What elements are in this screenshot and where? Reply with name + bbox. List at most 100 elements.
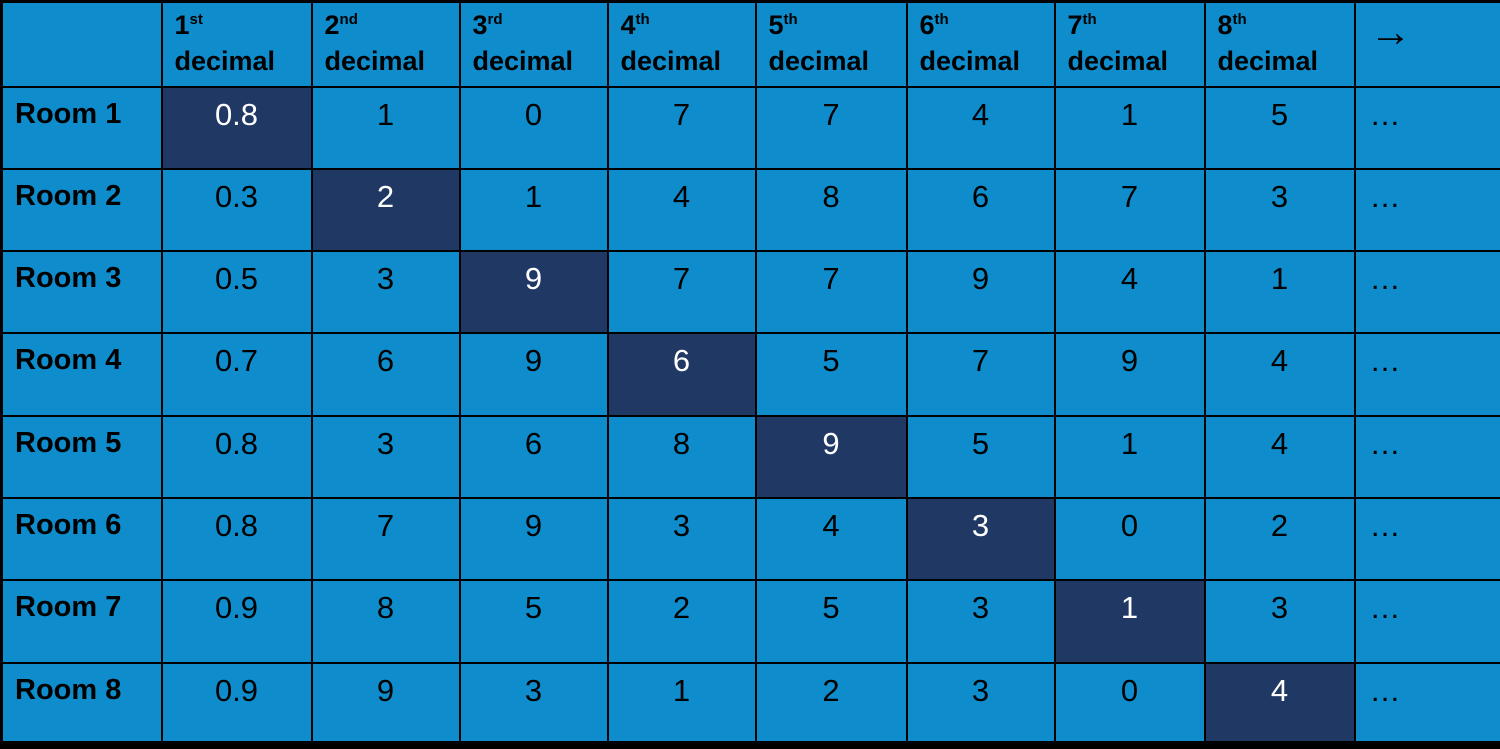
decimal-cell: 6 [458,414,609,500]
ordinal-label: 4th [621,7,751,43]
column-header: 6th decimal [905,0,1056,88]
decimal-cell: 1 [458,167,609,253]
column-header: 3rd decimal [458,0,609,88]
decimal-cell: 6 [905,167,1056,253]
ellipsis-cell: … [1353,414,1500,500]
decimal-cell: 9 [905,250,1056,335]
decimal-cell: 0.9 [160,579,313,664]
decimal-cell: 0 [1053,661,1206,747]
highlighted-decimal-cell: 1 [1053,579,1206,664]
decimal-cell: 9 [458,497,609,582]
decimal-cell: 4 [606,167,757,253]
decimal-cell: 0.7 [160,332,313,417]
decimal-cell: 3 [458,661,609,747]
decimal-cell: 9 [310,661,461,747]
ordinal-label: 3rd [473,7,603,43]
decimal-cell: 4 [905,85,1056,170]
ellipsis-cell: … [1353,85,1500,170]
ordinal-suffix: st [189,11,203,28]
table-row: Room 3 0.5 3 9 7 7 9 4 1… [0,250,1500,335]
ordinal-label: 1st [175,7,307,43]
highlighted-decimal-cell: 6 [606,332,757,417]
column-header-word: decimal [768,46,870,77]
decimal-cell: 0.8 [160,414,313,500]
ordinal-number: 3 [472,10,488,40]
ordinal-number: 6 [919,10,935,40]
decimal-cell: 1 [1053,414,1206,500]
decimal-cell: 5 [754,332,908,417]
highlighted-decimal-cell: 9 [754,414,908,500]
decimal-cell: 7 [754,85,908,170]
decimal-cell: 3 [905,661,1056,747]
ordinal-suffix: rd [487,11,503,28]
column-header-word: decimal [472,46,574,77]
decimal-cell: 3 [905,579,1056,664]
table-header: 1st decimal 2nd decimal 3rd decimal 4th decimal… [0,0,1500,88]
ordinal-suffix: th [635,11,650,28]
ellipsis-cell: … [1353,579,1500,664]
ordinal-number: 1 [174,10,190,40]
ordinal-suffix: nd [339,11,358,28]
ellipsis-cell: … [1353,661,1500,747]
ordinal-suffix: th [783,11,798,28]
column-header-word: decimal [324,46,426,77]
decimal-cell: 1 [606,661,757,747]
decimal-cell: 9 [458,332,609,417]
decimal-cell: 3 [310,250,461,335]
column-header: 4th decimal [606,0,757,88]
column-header: 7th decimal [1053,0,1206,88]
decimal-cell: 7 [1053,167,1206,253]
row-label: Room 4 [0,332,163,417]
row-label: Room 8 [0,661,163,747]
decimal-cell: 7 [754,250,908,335]
decimal-cell: 6 [310,332,461,417]
column-header: 1st decimal [160,0,313,88]
decimal-cell: 3 [1203,579,1356,664]
row-label: Room 6 [0,497,163,582]
column-header-word: decimal [1217,46,1319,77]
table-row: Room 1 0.8 1 0 7 7 4 1 5… [0,85,1500,170]
decimal-cell: 8 [310,579,461,664]
table-row: Room 7 0.9 8 5 2 5 3 1 3… [0,579,1500,664]
decimal-cell: 3 [1203,167,1356,253]
decimal-cell: 7 [310,497,461,582]
ordinal-number: 7 [1067,10,1083,40]
decimal-cell: 4 [1203,332,1356,417]
table-body: Room 1 0.8 1 0 7 7 4 1 5… Room 2 0.3 2 1 4 8 6 7 3… Room 3… [0,85,1500,747]
decimal-cell: 7 [606,85,757,170]
arrow-header: → [1353,0,1500,88]
column-header: 5th decimal [754,0,908,88]
decimal-cell: 5 [754,579,908,664]
decimal-cell: 4 [754,497,908,582]
highlighted-decimal-cell: 0.8 [160,85,313,170]
row-label: Room 5 [0,414,163,500]
decimal-cell: 0.5 [160,250,313,335]
header-row: 1st decimal 2nd decimal 3rd decimal 4th decimal… [0,0,1500,88]
decimal-cell: 5 [905,414,1056,500]
column-header-word: decimal [1067,46,1169,77]
table-row: Room 2 0.3 2 1 4 8 6 7 3… [0,167,1500,253]
decimal-cell: 0.9 [160,661,313,747]
ordinal-label: 7th [1068,7,1200,43]
column-header: 2nd decimal [310,0,461,88]
column-header-word: decimal [620,46,722,77]
decimal-cell: 0 [1053,497,1206,582]
decimal-cell: 1 [1203,250,1356,335]
ellipsis-cell: … [1353,332,1500,417]
highlighted-decimal-cell: 9 [458,250,609,335]
decimal-cell: 5 [1203,85,1356,170]
ordinal-number: 2 [324,10,340,40]
decimal-cell: 8 [606,414,757,500]
corner-header [0,0,163,88]
row-label: Room 3 [0,250,163,335]
ordinal-suffix: th [1232,11,1247,28]
ordinal-label: 5th [769,7,902,43]
highlighted-decimal-cell: 2 [310,167,461,253]
decimal-cell: 2 [1203,497,1356,582]
row-label: Room 7 [0,579,163,664]
ordinal-number: 4 [620,10,636,40]
ordinal-label: 8th [1218,7,1350,43]
decimal-cell: 7 [905,332,1056,417]
